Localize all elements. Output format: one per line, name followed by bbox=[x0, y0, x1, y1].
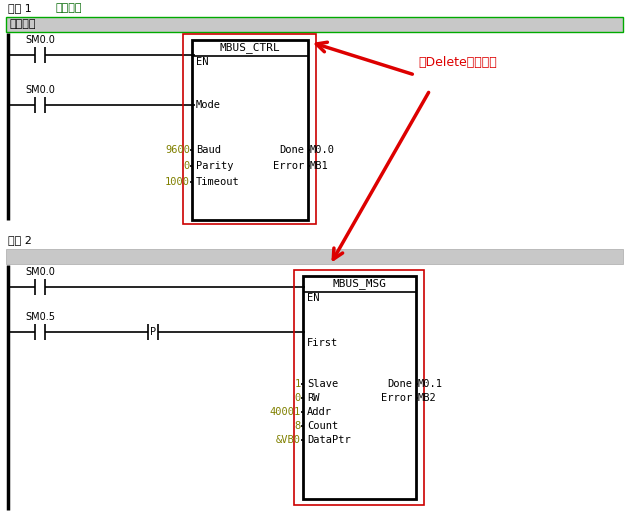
Text: 40001: 40001 bbox=[270, 407, 301, 417]
Text: MBUS_CTRL: MBUS_CTRL bbox=[220, 42, 281, 53]
Text: 8: 8 bbox=[295, 421, 301, 431]
Text: 0: 0 bbox=[295, 393, 301, 403]
Text: Mode: Mode bbox=[196, 100, 221, 110]
Text: 1: 1 bbox=[295, 379, 301, 389]
Text: EN: EN bbox=[307, 293, 320, 303]
Text: &VB0: &VB0 bbox=[276, 435, 301, 445]
Bar bbox=[303, 276, 416, 499]
Text: MB2: MB2 bbox=[418, 393, 437, 403]
Text: M0.1: M0.1 bbox=[418, 379, 443, 389]
Text: Count: Count bbox=[307, 421, 338, 431]
Text: Done: Done bbox=[279, 145, 304, 155]
Text: RW: RW bbox=[307, 393, 320, 403]
Text: Addr: Addr bbox=[307, 407, 332, 417]
Bar bbox=[294, 270, 424, 505]
Text: SM0.0: SM0.0 bbox=[25, 85, 55, 95]
Text: 1000: 1000 bbox=[165, 177, 190, 187]
Text: SM0.0: SM0.0 bbox=[25, 267, 55, 277]
Bar bbox=[192, 40, 308, 220]
Bar bbox=[6, 17, 623, 32]
Text: First: First bbox=[307, 338, 338, 348]
Bar bbox=[6, 249, 623, 264]
Text: MB1: MB1 bbox=[310, 161, 329, 171]
Text: SM0.0: SM0.0 bbox=[25, 35, 55, 45]
Text: Slave: Slave bbox=[307, 379, 338, 389]
Text: MBUS_MSG: MBUS_MSG bbox=[333, 278, 386, 289]
Text: 9600: 9600 bbox=[165, 145, 190, 155]
Text: 0: 0 bbox=[184, 161, 190, 171]
Text: Done: Done bbox=[387, 379, 412, 389]
Text: Error: Error bbox=[273, 161, 304, 171]
Text: P: P bbox=[150, 327, 156, 337]
Text: DataPtr: DataPtr bbox=[307, 435, 351, 445]
Text: M0.0: M0.0 bbox=[310, 145, 335, 155]
Text: EN: EN bbox=[196, 57, 208, 67]
Text: SM0.5: SM0.5 bbox=[25, 312, 55, 322]
Text: 网络 2: 网络 2 bbox=[8, 235, 32, 245]
Text: Parity: Parity bbox=[196, 161, 233, 171]
Text: Error: Error bbox=[381, 393, 412, 403]
Text: 网络注释: 网络注释 bbox=[10, 19, 36, 29]
Text: 网络 1: 网络 1 bbox=[8, 3, 31, 13]
Text: Baud: Baud bbox=[196, 145, 221, 155]
Text: 网络标题: 网络标题 bbox=[56, 3, 82, 13]
Text: 按Delete删除指令: 按Delete删除指令 bbox=[418, 55, 497, 69]
Text: Timeout: Timeout bbox=[196, 177, 240, 187]
Bar bbox=[183, 34, 316, 224]
